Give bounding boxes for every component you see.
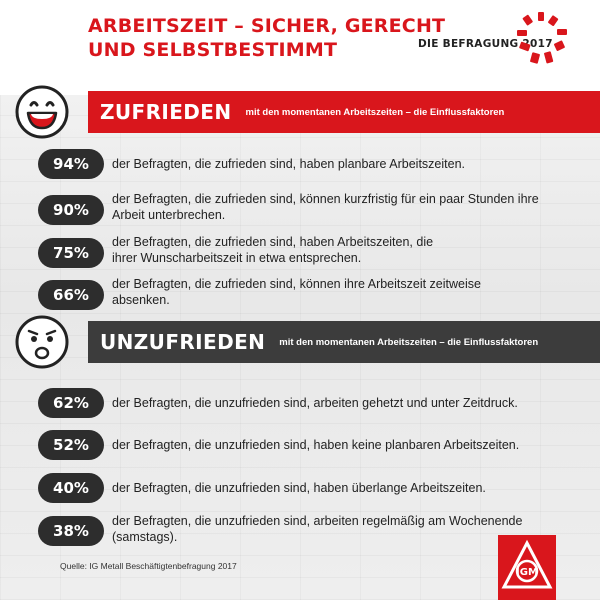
page-title: ARBEITSZEIT – SICHER, GERECHT UND SELBST… [88,14,445,62]
survey-burst-icon [517,12,567,64]
stat-text: der Befragten, die zufrieden sind, könne… [112,192,539,222]
title-line-1: ARBEITSZEIT – SICHER, GERECHT [88,15,446,37]
percent-badge: 94% [38,149,104,179]
percent-badge: 90% [38,195,104,225]
satisfied-header-band: ZUFRIEDEN mit den momentanen Arbeitszeit… [88,91,600,133]
stat-text: der Befragten, die unzufrieden sind, arb… [112,514,523,544]
satisfied-subtitle: mit den momentanen Arbeitszeiten – die E… [245,106,505,118]
stat-row: 40% der Befragten, die unzufrieden sind,… [38,471,598,511]
stat-text: der Befragten, die unzufrieden sind, hab… [112,481,486,495]
percent-badge: 52% [38,430,104,460]
stat-row: 66% der Befragten, die zufrieden sind, k… [38,276,598,316]
percent-badge: 66% [38,280,104,310]
dissatisfied-subtitle: mit den momentanen Arbeitszeiten – die E… [279,336,539,348]
ig-metall-logo-icon: IGM [498,535,556,600]
stat-row: 52% der Befragten, die unzufrieden sind,… [38,428,598,468]
satisfied-title: ZUFRIEDEN [100,100,232,124]
percent-badge: 62% [38,388,104,418]
stat-text: der Befragten, die zufrieden sind, haben… [112,157,466,171]
stat-row: 38% der Befragten, die unzufrieden sind,… [38,513,598,553]
logo-letters: IGM [516,567,538,578]
stat-row: 94% der Befragten, die zufrieden sind, h… [38,147,598,187]
source-note: Quelle: IG Metall Beschäftigtenbefragung… [60,561,237,571]
smiley-sad-icon [15,315,69,369]
stat-text: der Befragten, die zufrieden sind, könne… [112,277,481,307]
smiley-happy-icon [15,85,69,139]
percent-badge: 40% [38,473,104,503]
percent-badge: 38% [38,516,104,546]
title-line-2: UND SELBSTBESTIMMT [88,39,338,61]
stat-row: 90% der Befragten, die zufrieden sind, k… [38,191,598,231]
stat-text: der Befragten, die zufrieden sind, haben… [112,235,434,265]
stat-text: der Befragten, die unzufrieden sind, arb… [112,396,518,410]
survey-label: DIE BEFRAGUNG 2017 [418,38,553,50]
dissatisfied-title: UNZUFRIEDEN [100,330,266,354]
stat-row: 62% der Befragten, die unzufrieden sind,… [38,386,598,426]
percent-badge: 75% [38,238,104,268]
stat-row: 75% der Befragten, die zufrieden sind, h… [38,234,598,274]
dissatisfied-header-band: UNZUFRIEDEN mit den momentanen Arbeitsze… [88,321,600,363]
stat-text: der Befragten, die unzufrieden sind, hab… [112,438,520,452]
